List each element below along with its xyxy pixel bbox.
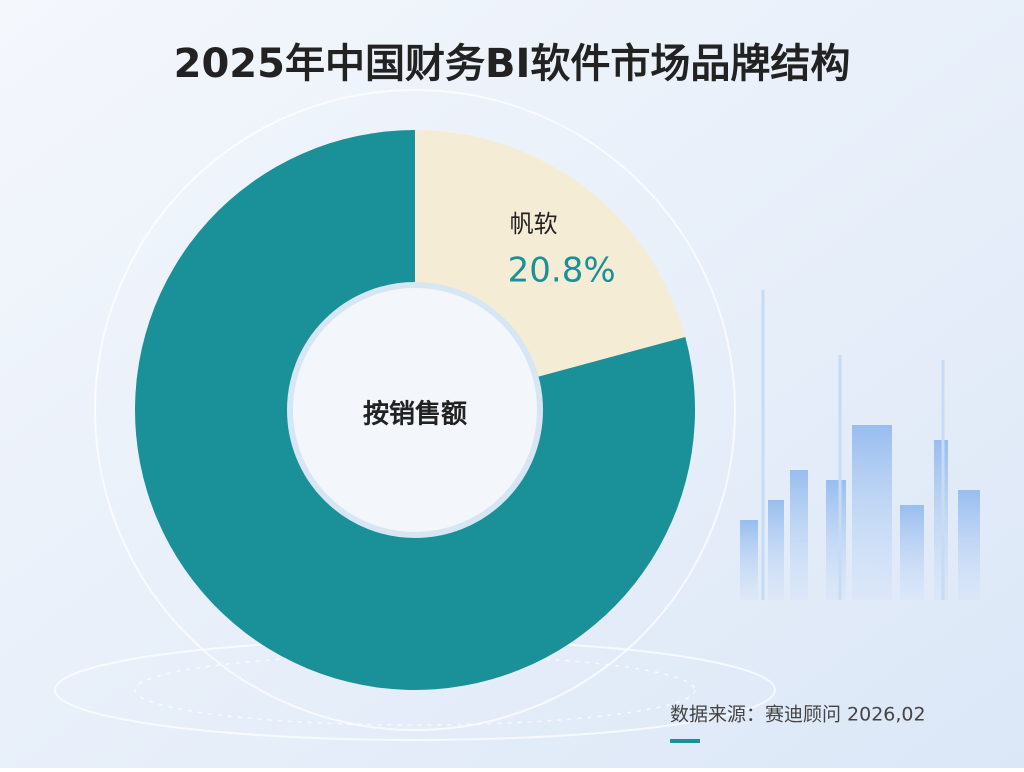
segment-name: 帆软 bbox=[510, 210, 558, 238]
donut-segment bbox=[135, 130, 696, 690]
center-label: 按销售额 bbox=[363, 399, 467, 430]
donut-segment bbox=[415, 130, 686, 378]
chart-title: 2025年中国财务BI软件市场品牌结构 bbox=[174, 41, 851, 87]
segment-value: 20.8% bbox=[508, 251, 616, 291]
donut-hole bbox=[287, 282, 543, 538]
donut bbox=[135, 130, 696, 690]
source: 数据来源：赛迪顾问 2026,02 bbox=[670, 704, 926, 726]
decor-bars bbox=[740, 290, 980, 600]
